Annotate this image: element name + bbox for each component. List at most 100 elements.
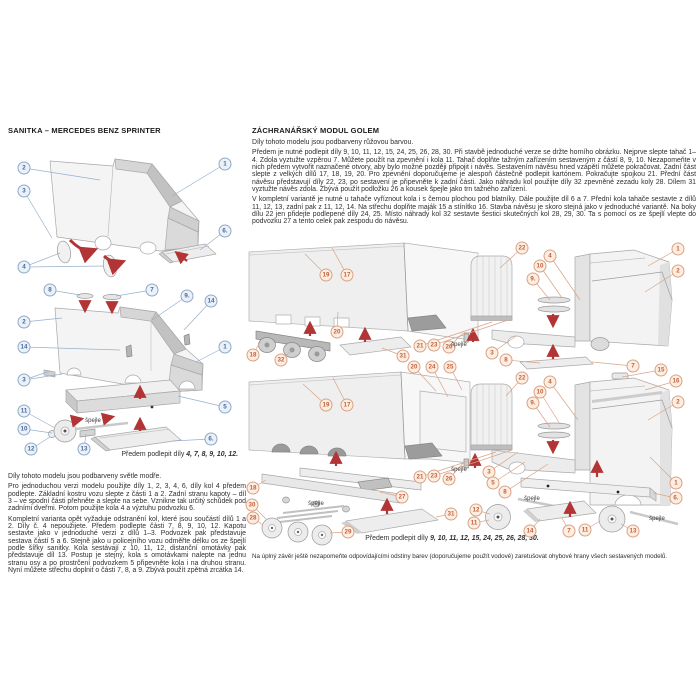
part-callout-3: 3 [485, 346, 499, 360]
part-callout-10: 10 [533, 385, 547, 399]
part-callout-32: 32 [274, 353, 288, 367]
part-callout-9: 9. [526, 272, 540, 286]
part-callout-9: 9. [526, 396, 540, 410]
leader-line [23, 346, 121, 351]
part-callout-23: 23 [427, 338, 441, 352]
red-arrows [68, 238, 604, 517]
part-callout-21: 21 [413, 470, 427, 484]
part-callout-24: 24 [425, 360, 439, 374]
sanitka-complete-diagram [43, 293, 204, 452]
left-caption: Předem podlepit díly 4, 7, 8, 9, 10, 12. [40, 451, 238, 458]
part-callout-1: 1 [669, 476, 683, 490]
part-callout-2: 2 [671, 395, 685, 409]
part-callout-4: 4 [543, 375, 557, 389]
part-callout-12: 12 [469, 503, 483, 517]
right-simple-version-paragraph: Předem je nutné podlepit díly 9, 10, 11,… [252, 149, 696, 194]
part-callout-22: 22 [515, 241, 529, 255]
golem-complete-diagram [248, 371, 679, 533]
part-callout-9: 9. [180, 289, 194, 303]
left-complete-version-paragraph: Kompletní varianta opět vyžaduje odstran… [8, 515, 246, 575]
part-callout-5: 5 [486, 476, 500, 490]
spejle-label: špejle [524, 496, 540, 502]
left-intro-paragraph: Díly tohoto modelu jsou podbarveny světl… [8, 473, 162, 480]
part-callout-5: 5 [218, 400, 232, 414]
left-caption-part-numbers: 4, 7, 8, 9, 10, 12. [186, 451, 238, 458]
leader-line [433, 449, 513, 477]
part-callout-2: 2 [17, 315, 31, 329]
part-callout-31: 31 [444, 507, 458, 521]
part-callout-31: 31 [396, 349, 410, 363]
leader-line [23, 167, 101, 181]
part-callout-21: 21 [413, 339, 427, 353]
spejle-label: špejle [451, 342, 467, 348]
right-complete-version-paragraph: V kompletní variantě je nutné u tahače v… [252, 196, 696, 226]
spejle-label: špejle [451, 467, 467, 473]
final-retouching-note: Na úplný závěr ještě nezapomeňte odpovíd… [252, 553, 668, 560]
part-callout-18: 18 [246, 481, 260, 495]
part-callout-1: 1 [218, 157, 232, 171]
leader-line [171, 163, 226, 197]
part-callout-25: 25 [443, 360, 457, 374]
golem-simple-diagram [248, 242, 673, 370]
part-callout-27: 27 [395, 490, 409, 504]
part-callout-7: 7 [626, 359, 640, 373]
left-model-title: SANITKA – MERCEDES BENZ SPRINTER [8, 126, 161, 135]
part-callout-17: 17 [340, 268, 354, 282]
leader-line [549, 381, 579, 421]
right-caption-prefix: Předem podlepit díly [365, 535, 429, 542]
part-callout-2: 2 [671, 264, 685, 278]
part-callout-2: 2 [17, 161, 31, 175]
part-callout-10: 10 [533, 259, 547, 273]
right-instructions-text: Díly tohoto modelu jsou podbarveny růžov… [252, 139, 696, 229]
part-callout-30: 30 [245, 498, 259, 512]
part-callout-20: 20 [330, 325, 344, 339]
part-callout-22: 22 [515, 371, 529, 385]
part-callout-17: 17 [340, 398, 354, 412]
part-callout-11: 11 [17, 404, 31, 418]
part-callout-20: 20 [407, 360, 421, 374]
spejle-label: špejle [649, 516, 665, 522]
part-callout-11: 11 [578, 523, 592, 537]
part-callout-7: 7 [145, 283, 159, 297]
part-callout-26: 26 [442, 472, 456, 486]
left-caption-prefix: Předem podlepit díly [121, 451, 185, 458]
part-callout-26: 26 [442, 340, 456, 354]
part-callout-23: 23 [427, 469, 441, 483]
part-callout-3: 3 [17, 184, 31, 198]
part-callout-3: 3 [17, 373, 31, 387]
part-callout-16: 16 [669, 374, 683, 388]
leader-line [23, 265, 105, 268]
left-simple-version-paragraph: Pro jednoduchou verzi modelu použijte dí… [8, 483, 246, 513]
part-callout-14: 14 [204, 294, 218, 308]
part-callout-8: 8 [498, 485, 512, 499]
part-callout-4: 4 [17, 260, 31, 274]
spejle-label: špejle [308, 501, 324, 507]
part-callout-6: 6. [218, 224, 232, 238]
right-caption-part-numbers: 9, 10, 11, 12, 15, 24, 25, 26, 28, 30. [430, 535, 539, 542]
right-intro-paragraph: Díly tohoto modelu jsou podbarveny růžov… [252, 139, 414, 146]
leader-line [23, 190, 53, 239]
leader-line [549, 255, 581, 301]
part-callout-8: 8 [499, 353, 513, 367]
right-caption: Předem podlepit díly 9, 10, 11, 12, 15, 2… [352, 535, 552, 542]
part-callout-7: 7 [562, 524, 576, 538]
part-callout-1: 1 [218, 340, 232, 354]
sanitka-simple-diagram [49, 158, 217, 278]
part-callout-13: 13 [77, 442, 91, 456]
leader-line [177, 395, 226, 408]
right-model-title: ZÁCHRANÁŘSKÝ MODUL GOLEM [252, 126, 380, 135]
part-callout-11: 11 [467, 516, 481, 530]
golem-chassis-diagram [261, 467, 439, 546]
part-callout-29: 29 [341, 525, 355, 539]
leader-line [591, 361, 634, 367]
part-callout-13: 13 [626, 524, 640, 538]
part-callout-18: 18 [246, 348, 260, 362]
part-callout-14: 14 [17, 340, 31, 354]
part-callout-19: 19 [319, 398, 333, 412]
spejle-label: špejle [85, 418, 101, 424]
part-callout-14: 14 [523, 524, 537, 538]
part-callout-6: 6. [204, 432, 218, 446]
part-callout-1: 1 [671, 242, 685, 256]
part-callout-12: 12 [24, 442, 38, 456]
